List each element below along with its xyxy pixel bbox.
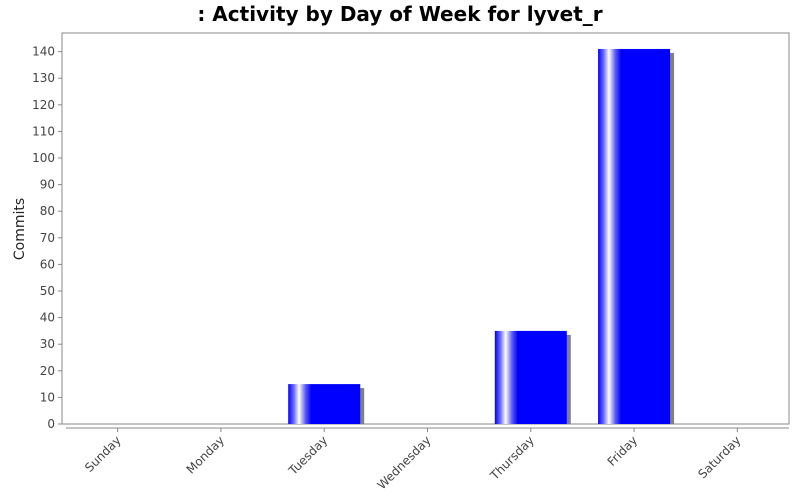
bars-group [288,48,675,425]
y-tick-label: 50 [40,284,55,298]
x-tick-label: Sunday [82,433,124,475]
plot-area [61,32,790,425]
x-tick-label: Tuesday [285,433,330,478]
chart-title: : Activity by Day of Week for lyvet_r [197,2,603,26]
x-axis-ticks: Sunday Monday Tuesday Wednesday Thursday Frid… [82,428,743,492]
y-tick-label: 80 [40,204,55,218]
x-tick-label: Saturday [695,433,743,481]
x-tick-label: Wednesday [375,433,434,492]
y-tick-label: 120 [32,98,55,112]
bar-tuesday [288,384,361,424]
bar-thursday [494,330,567,424]
x-tick-label: Friday [605,433,641,469]
bar-friday [598,48,671,425]
y-axis-ticks: 0 10 20 30 40 50 60 70 80 90 100 110 120 130 140 [32,45,62,431]
y-tick-label: 60 [40,257,55,271]
y-tick-label: 10 [40,390,55,404]
x-tick-label: Thursday [487,433,537,483]
y-tick-label: 140 [32,45,55,59]
y-tick-label: 130 [32,71,55,85]
y-tick-label: 40 [40,311,55,325]
y-tick-label: 100 [32,151,55,165]
y-tick-label: 90 [40,178,55,192]
y-tick-label: 30 [40,337,55,351]
y-tick-label: 0 [47,417,55,431]
y-tick-label: 70 [40,231,55,245]
y-tick-label: 20 [40,364,55,378]
x-tick-label: Monday [184,433,227,476]
y-axis-label: Commits [12,198,28,260]
y-tick-label: 110 [32,124,55,138]
